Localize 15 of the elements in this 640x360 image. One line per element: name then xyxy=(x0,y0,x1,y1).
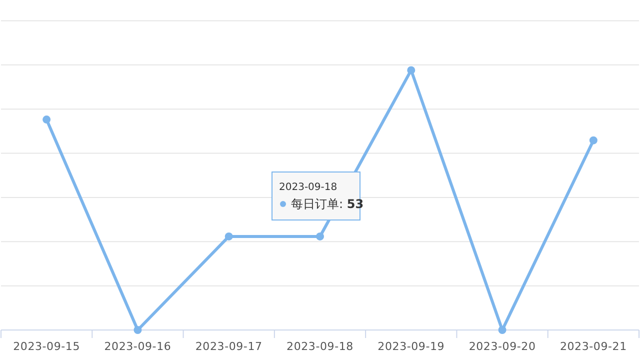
x-tick-label: 2023-09-15 xyxy=(13,340,80,353)
point xyxy=(589,136,598,144)
x-tick-label: 2023-09-18 xyxy=(286,340,354,353)
point xyxy=(498,326,506,334)
annotation: 2023-09-18 xyxy=(279,182,338,193)
x-tick-label: 2023-09-19 xyxy=(378,340,445,353)
x-tick-label: 2023-09-17 xyxy=(195,340,262,353)
point xyxy=(134,326,142,334)
x-tick-label: 2023-09-16 xyxy=(104,340,172,353)
point xyxy=(42,116,51,124)
point xyxy=(316,232,324,240)
point xyxy=(407,66,416,74)
point xyxy=(224,232,233,240)
x-tick-label: 2023-09-20 xyxy=(468,340,536,353)
x-tick-label: 2023-09-21 xyxy=(560,340,627,353)
